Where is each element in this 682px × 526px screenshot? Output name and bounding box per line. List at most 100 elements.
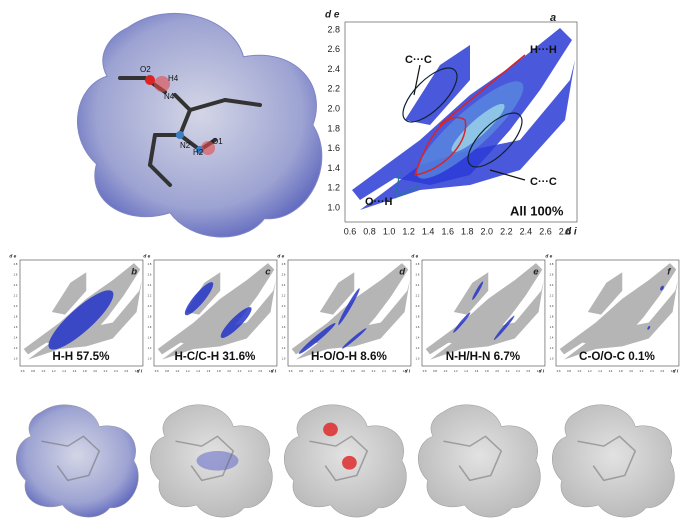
x-tick-label: 1.2 bbox=[402, 226, 415, 236]
panel-label: H-C/C-H 31.6% bbox=[174, 350, 256, 363]
y-tick-label: 1.8 bbox=[327, 123, 340, 133]
y-tick-label: 2.6 bbox=[148, 272, 152, 276]
y-tick-label: 1.2 bbox=[416, 346, 420, 350]
x-tick-label: 2.4 bbox=[520, 226, 533, 236]
y-tick-label: 2.0 bbox=[282, 304, 286, 308]
x-tick-label: 2.4 bbox=[516, 369, 520, 373]
main-fingerprint-plot: 0.60.81.01.21.41.61.82.02.22.42.62.81.01… bbox=[325, 10, 577, 238]
atom-label: O1 bbox=[212, 137, 223, 146]
panel-label: C-O/O-C 0.1% bbox=[579, 350, 655, 363]
y-tick-label: 1.0 bbox=[327, 202, 340, 212]
x-tick-label: 0.6 bbox=[423, 369, 427, 373]
y-tick-label: 2.0 bbox=[416, 304, 420, 308]
x-tick-label: 1.2 bbox=[320, 369, 324, 373]
x-axis-label: d i bbox=[673, 369, 679, 375]
y-tick-label: 2.0 bbox=[148, 304, 152, 308]
atom-label: N2 bbox=[180, 141, 191, 150]
y-axis-label: d e bbox=[411, 254, 418, 260]
surface bbox=[418, 405, 540, 517]
arrow bbox=[414, 65, 420, 95]
x-tick-label: 1.6 bbox=[441, 226, 454, 236]
x-tick-label: 0.8 bbox=[299, 369, 303, 373]
x-tick-label: 2.0 bbox=[495, 369, 499, 373]
y-tick-label: 2.0 bbox=[550, 304, 554, 308]
x-tick-label: 1.6 bbox=[207, 369, 211, 373]
y-tick-label: 1.4 bbox=[416, 335, 420, 339]
y-tick-label: 1.2 bbox=[14, 346, 18, 350]
x-tick-label: 2.6 bbox=[124, 369, 128, 373]
panel-letter: b bbox=[131, 267, 137, 278]
panel-label: H-O/O-H 8.6% bbox=[311, 350, 387, 363]
annotation: All 100% bbox=[510, 203, 564, 218]
x-tick-label: 1.4 bbox=[330, 369, 334, 373]
x-tick-label: 2.0 bbox=[629, 369, 633, 373]
y-tick-label: 1.8 bbox=[282, 314, 286, 318]
y-tick-label: 1.8 bbox=[14, 314, 18, 318]
x-tick-label: 1.4 bbox=[196, 369, 200, 373]
y-axis-label: d e bbox=[325, 10, 340, 21]
fingerprint-plot: 0.60.81.01.21.41.61.82.02.22.42.62.81.01… bbox=[545, 254, 679, 375]
x-tick-label: 2.2 bbox=[500, 226, 513, 236]
y-tick-label: 2.2 bbox=[282, 293, 286, 297]
surface bbox=[552, 405, 674, 517]
fingerprint-plot: 0.60.81.01.21.41.61.82.02.22.42.62.81.01… bbox=[277, 254, 411, 375]
y-tick-label: 2.4 bbox=[282, 283, 286, 287]
y-tick-label: 1.6 bbox=[416, 325, 420, 329]
x-tick-label: 1.8 bbox=[619, 369, 623, 373]
panel-label: N-H/H-N 6.7% bbox=[446, 350, 521, 363]
x-tick-label: 1.2 bbox=[588, 369, 592, 373]
atom-label: H4 bbox=[168, 74, 179, 83]
x-tick-label: 2.2 bbox=[238, 369, 242, 373]
x-tick-label: 2.6 bbox=[660, 369, 664, 373]
x-tick-label: 2.0 bbox=[227, 369, 231, 373]
x-tick-label: 2.4 bbox=[114, 369, 118, 373]
y-tick-label: 1.6 bbox=[14, 325, 18, 329]
y-tick-label: 1.6 bbox=[282, 325, 286, 329]
fingerprint-plot: 0.60.81.01.21.41.61.82.02.22.42.62.81.01… bbox=[411, 254, 545, 375]
x-tick-label: 1.4 bbox=[62, 369, 66, 373]
figure: O2 H4 N4 N2 H2 O1 0.60.81.01.21.41.61.82… bbox=[0, 0, 682, 521]
y-tick-label: 1.6 bbox=[550, 325, 554, 329]
y-tick-label: 2.6 bbox=[550, 272, 554, 276]
y-tick-label: 2.6 bbox=[327, 44, 340, 54]
x-tick-label: 1.6 bbox=[341, 369, 345, 373]
x-tick-label: 2.4 bbox=[248, 369, 252, 373]
y-tick-label: 2.4 bbox=[416, 283, 420, 287]
surface bbox=[284, 405, 406, 517]
y-tick-label: 1.0 bbox=[416, 356, 420, 360]
x-tick-label: 1.0 bbox=[42, 369, 46, 373]
y-tick-label: 2.2 bbox=[416, 293, 420, 297]
y-tick-label: 2.6 bbox=[416, 272, 420, 276]
y-tick-label: 1.0 bbox=[550, 356, 554, 360]
x-tick-label: 0.6 bbox=[21, 369, 25, 373]
x-tick-label: 0.8 bbox=[165, 369, 169, 373]
atom bbox=[176, 131, 184, 139]
x-tick-label: 2.2 bbox=[506, 369, 510, 373]
x-tick-label: 2.6 bbox=[258, 369, 262, 373]
x-tick-label: 2.4 bbox=[650, 369, 654, 373]
y-tick-label: 2.2 bbox=[148, 293, 152, 297]
y-tick-label: 1.4 bbox=[148, 335, 152, 339]
x-tick-label: 0.6 bbox=[344, 226, 357, 236]
y-tick-label: 1.2 bbox=[282, 346, 286, 350]
y-tick-label: 1.6 bbox=[327, 143, 340, 153]
panel-letter: e bbox=[533, 267, 539, 278]
x-tick-label: 1.4 bbox=[422, 226, 435, 236]
x-tick-label: 1.8 bbox=[485, 369, 489, 373]
y-tick-label: 1.4 bbox=[14, 335, 18, 339]
y-tick-label: 2.2 bbox=[550, 293, 554, 297]
x-tick-label: 2.2 bbox=[640, 369, 644, 373]
y-tick-label: 2.8 bbox=[14, 262, 18, 266]
x-tick-label: 2.2 bbox=[372, 369, 376, 373]
y-tick-label: 1.2 bbox=[327, 183, 340, 193]
y-tick-label: 2.6 bbox=[282, 272, 286, 276]
y-axis-label: d e bbox=[143, 254, 150, 260]
atom-label: H2 bbox=[193, 148, 204, 157]
x-tick-label: 1.6 bbox=[609, 369, 613, 373]
y-tick-label: 1.8 bbox=[550, 314, 554, 318]
surface bbox=[150, 405, 272, 517]
y-axis-label: d e bbox=[277, 254, 284, 260]
hirshfeld-surface bbox=[77, 13, 321, 237]
x-tick-label: 1.6 bbox=[73, 369, 77, 373]
x-tick-label: 1.8 bbox=[351, 369, 355, 373]
